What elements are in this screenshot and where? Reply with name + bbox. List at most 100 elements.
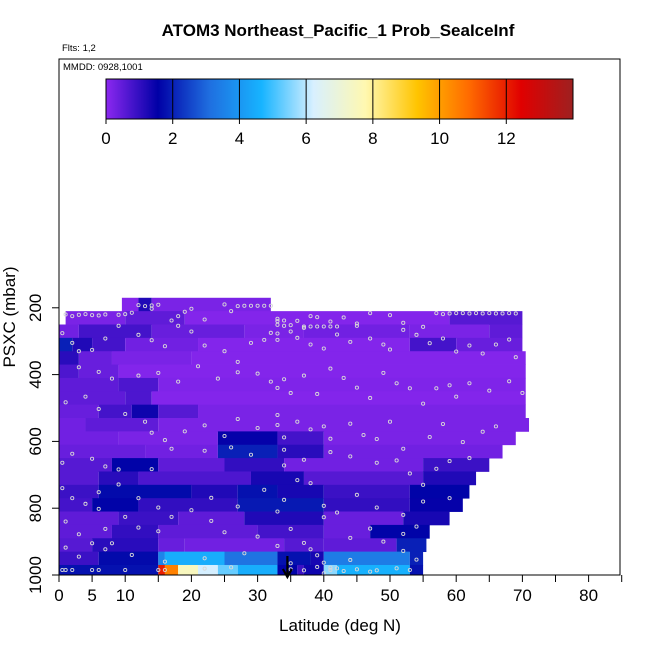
- data-point: [374, 437, 379, 442]
- heatmap-cell: [78, 351, 112, 365]
- data-point: [334, 566, 340, 571]
- data-point: [394, 381, 399, 386]
- data-point: [334, 510, 340, 515]
- heatmap-cell: [59, 418, 86, 432]
- data-point: [90, 567, 95, 573]
- data-point: [454, 311, 459, 316]
- data-point: [493, 311, 498, 316]
- heatmap-cell: [59, 564, 159, 576]
- data-point: [63, 545, 68, 550]
- heatmap-cell: [145, 444, 218, 459]
- heatmap-cell: [323, 564, 338, 576]
- data-point: [421, 499, 426, 504]
- heatmap-cell: [59, 377, 119, 392]
- heatmap-cell: [158, 564, 165, 576]
- colorbar-gradient: [105, 78, 574, 120]
- data-point: [334, 332, 340, 337]
- data-point: [348, 535, 353, 540]
- heatmap-cell: [125, 337, 199, 352]
- data-point: [374, 505, 379, 510]
- data-point: [169, 446, 174, 451]
- heatmap-cell: [92, 498, 139, 512]
- data-point: [447, 311, 452, 316]
- data-point: [76, 312, 81, 317]
- heatmap-cell: [184, 538, 285, 553]
- data-point: [235, 304, 240, 309]
- data-point: [288, 561, 293, 566]
- data-point: [96, 506, 101, 511]
- data-point: [162, 438, 167, 443]
- data-point: [235, 370, 240, 375]
- data-point: [387, 313, 393, 318]
- data-point: [288, 390, 293, 396]
- data-point: [341, 568, 346, 574]
- heatmap-cell: [59, 511, 119, 526]
- data-point: [513, 311, 518, 316]
- data-point: [282, 497, 287, 502]
- data-point: [202, 566, 207, 571]
- data-point: [288, 329, 293, 334]
- data-point: [328, 436, 333, 441]
- data-point: [434, 386, 439, 391]
- heatmap-cell: [224, 458, 285, 472]
- data-point: [255, 534, 260, 539]
- data-point: [70, 340, 75, 345]
- data-point: [129, 552, 134, 558]
- data-point: [467, 311, 472, 316]
- heatmap-cell: [284, 458, 424, 472]
- data-point: [387, 419, 393, 424]
- colorbar-ticks: 0 2 4 6 8 10 12: [101, 79, 516, 148]
- data-point: [182, 429, 187, 434]
- x-tick-label: 10: [116, 586, 135, 605]
- data-point: [60, 486, 65, 491]
- data-point: [149, 306, 154, 311]
- x-tick-label: 40: [314, 586, 333, 605]
- data-point: [288, 526, 293, 531]
- heatmap-cell: [98, 471, 139, 486]
- data-point: [242, 303, 247, 308]
- data-point: [189, 306, 194, 311]
- heatmap-cell: [409, 564, 424, 576]
- heatmap-cell: [337, 564, 410, 576]
- heatmap-cell: [403, 511, 450, 526]
- data-point: [222, 434, 227, 439]
- data-point: [321, 324, 326, 329]
- data-point: [348, 421, 353, 426]
- data-point: [394, 458, 399, 463]
- heatmap-cell: [303, 324, 410, 339]
- colorbar-tick-label: 0: [101, 129, 110, 148]
- data-point: [235, 504, 240, 509]
- data-point: [467, 456, 472, 461]
- data-point: [348, 339, 353, 344]
- data-point: [268, 330, 273, 335]
- heatmap-cell: [92, 538, 159, 553]
- data-point: [295, 335, 300, 340]
- data-point: [407, 471, 412, 476]
- heatmap-cell: [217, 431, 278, 446]
- heatmap-cell: [59, 404, 99, 419]
- heatmap-cell: [59, 538, 93, 553]
- y-tick-label: 200: [26, 294, 45, 322]
- heatmap-cell: [303, 471, 424, 486]
- data-point: [282, 463, 287, 468]
- data-point: [149, 338, 154, 343]
- heatmap-cell: [59, 484, 99, 499]
- heatmap-cell: [59, 458, 112, 472]
- data-point: [394, 566, 399, 571]
- data-point: [315, 391, 320, 397]
- heatmap-cell: [489, 324, 523, 339]
- data-point: [209, 495, 214, 500]
- heatmap-cell: [59, 444, 146, 459]
- data-point: [275, 316, 280, 321]
- data-point: [328, 324, 333, 329]
- data-point: [123, 567, 128, 573]
- data-point: [421, 324, 426, 329]
- heatmap-cell: [409, 484, 470, 499]
- data-point: [467, 381, 472, 386]
- heatmap-cell: [138, 471, 251, 486]
- sample-points: [60, 302, 525, 576]
- data-point: [368, 336, 373, 341]
- heatmap-cell: [59, 391, 126, 406]
- data-point: [268, 379, 273, 384]
- data-point: [507, 311, 512, 316]
